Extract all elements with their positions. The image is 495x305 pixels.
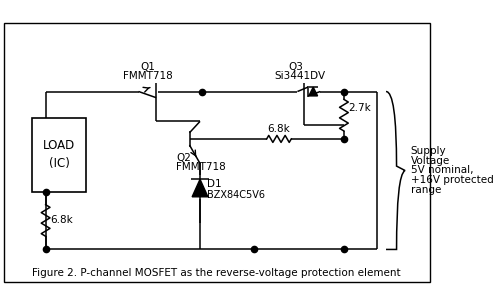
Text: Q3: Q3 — [288, 62, 303, 72]
Text: Q1: Q1 — [140, 62, 155, 72]
Text: Si3441DV: Si3441DV — [275, 71, 326, 81]
Text: Voltage: Voltage — [410, 156, 450, 166]
Polygon shape — [192, 179, 208, 197]
Text: Q2: Q2 — [176, 153, 191, 163]
Text: Figure 2. P-channel MOSFET as the reverse-voltage protection element: Figure 2. P-channel MOSFET as the revers… — [32, 267, 401, 278]
Text: 6.8k: 6.8k — [268, 124, 291, 134]
Text: (IC): (IC) — [49, 157, 70, 170]
Text: +16V protected: +16V protected — [410, 175, 494, 185]
Text: LOAD: LOAD — [43, 139, 75, 152]
Polygon shape — [309, 87, 318, 96]
Text: Supply: Supply — [410, 146, 446, 156]
Text: 5V nominal,: 5V nominal, — [410, 166, 473, 175]
Bar — [33, 118, 86, 192]
Text: BZX84C5V6: BZX84C5V6 — [207, 190, 265, 200]
Text: range: range — [410, 185, 441, 195]
Text: 6.8k: 6.8k — [50, 216, 73, 225]
Text: FMMT718: FMMT718 — [176, 162, 226, 172]
Text: FMMT718: FMMT718 — [123, 71, 172, 81]
Text: 2.7k: 2.7k — [348, 103, 371, 113]
Text: D1: D1 — [207, 179, 222, 189]
